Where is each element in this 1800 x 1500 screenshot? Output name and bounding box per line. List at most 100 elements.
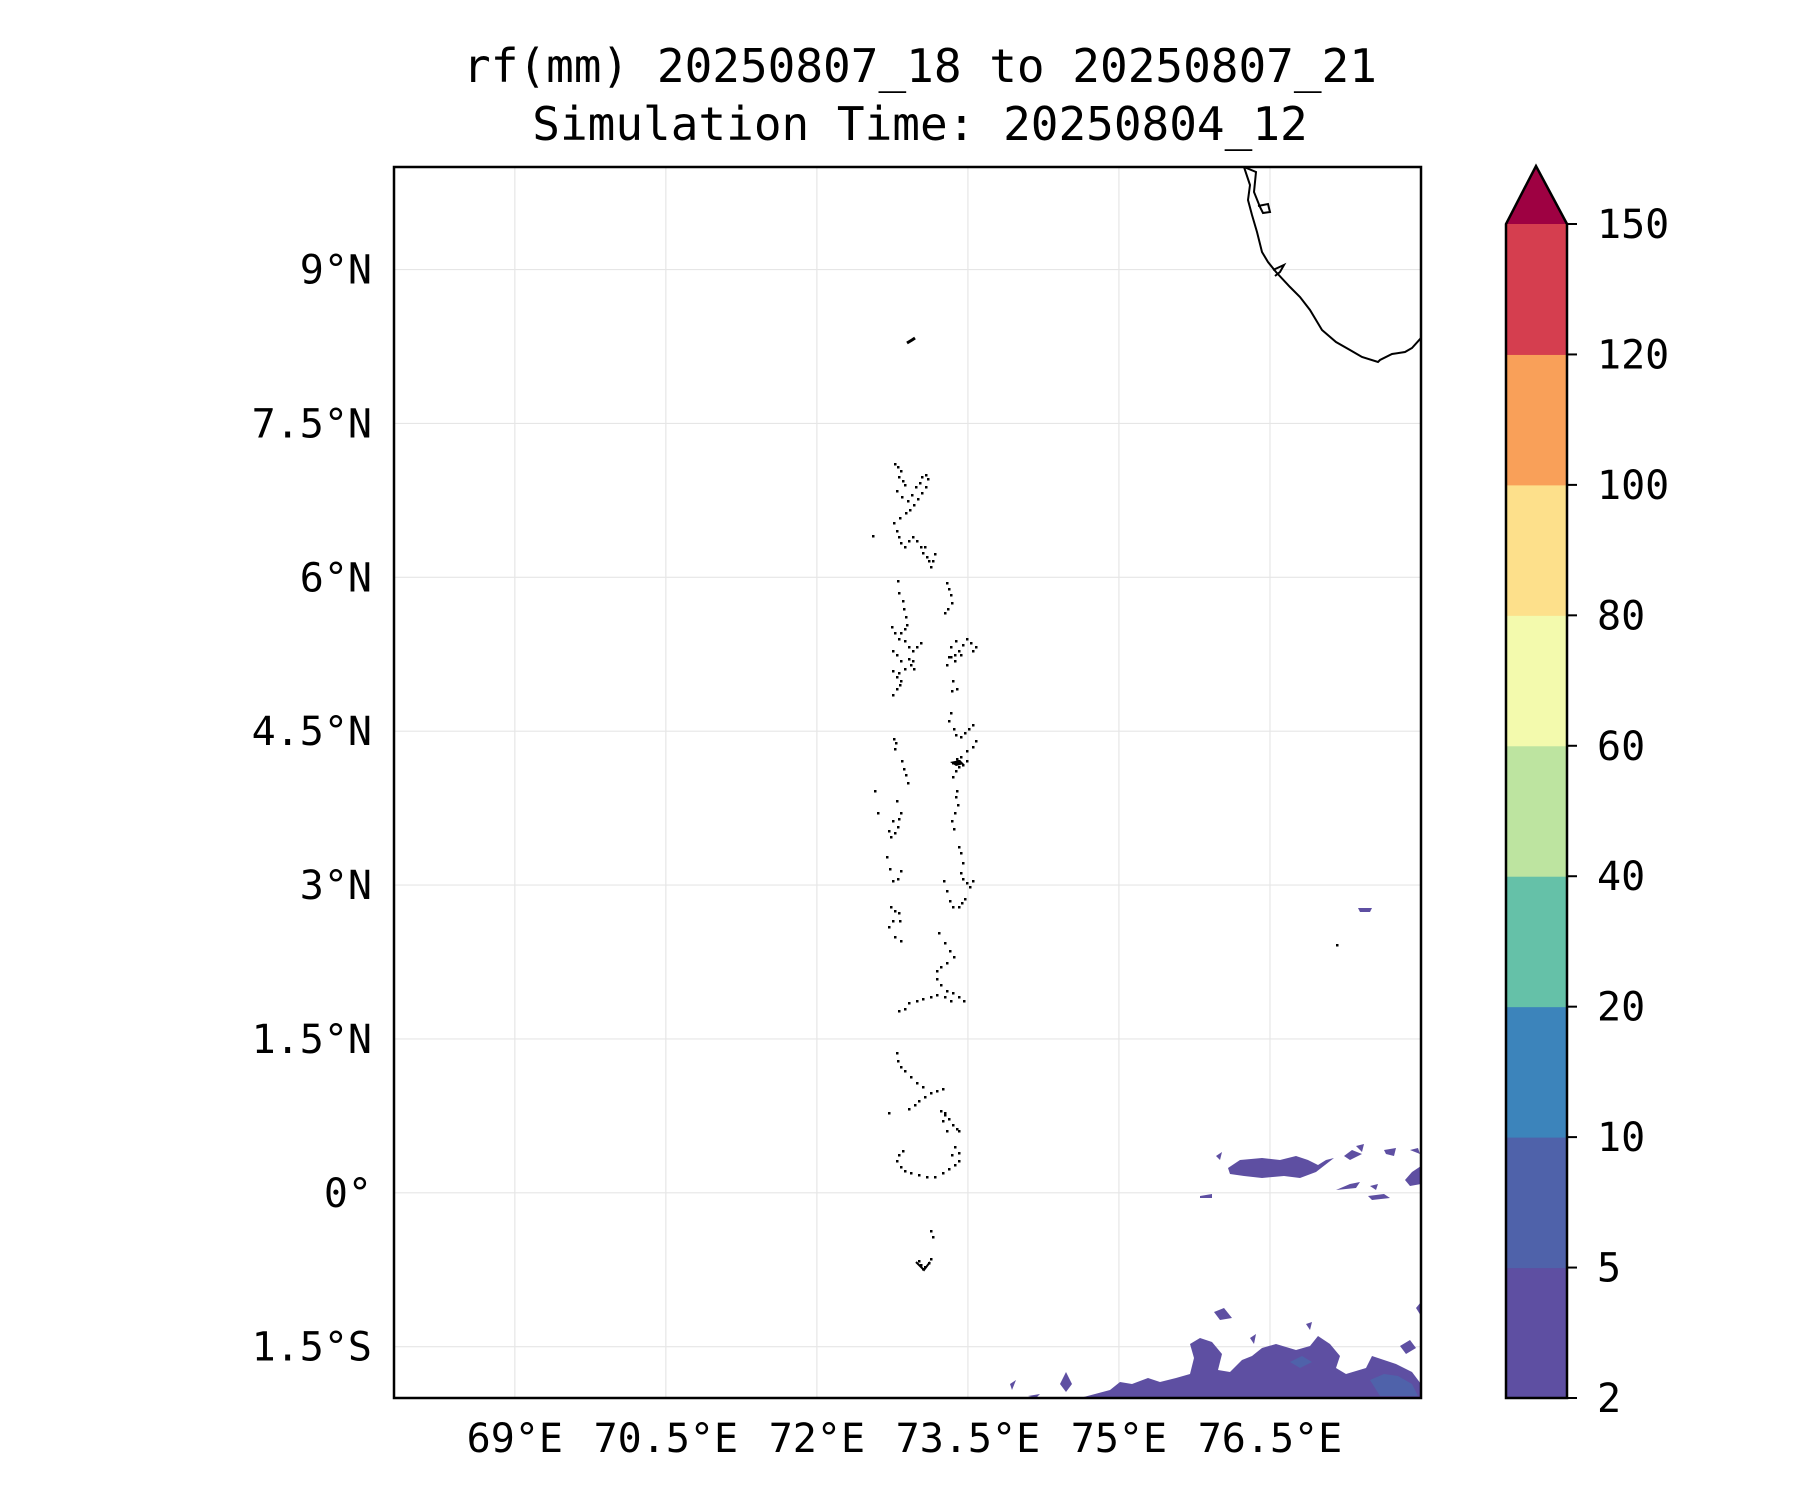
atoll-dot — [958, 650, 961, 653]
atoll-dot — [948, 1118, 951, 1121]
atoll-dot — [896, 1052, 899, 1055]
atoll-dot — [955, 770, 958, 773]
map-subtitle: Simulation Time: 20250804_12 — [532, 97, 1308, 151]
maldives-atolls — [872, 463, 1339, 1272]
atoll-dot — [893, 738, 896, 741]
atoll-dot — [908, 1108, 911, 1111]
atoll-dot — [944, 612, 947, 615]
atoll-dot — [886, 856, 889, 859]
atoll-dot — [897, 580, 900, 583]
colorbar-tick-label: 100 — [1597, 463, 1669, 509]
atoll-dot — [917, 498, 920, 501]
lon-tick-label: 76.5°E — [1198, 1416, 1343, 1462]
atoll-dot — [896, 1160, 899, 1163]
lat-tick-label: 1.5°N — [252, 1017, 372, 1063]
atoll-dot — [889, 868, 892, 871]
atoll-dot — [898, 912, 901, 915]
atoll-dot — [916, 1000, 919, 1003]
colorbar-tick-label: 150 — [1597, 202, 1669, 248]
atoll-dot — [943, 880, 946, 883]
colorbar-band — [1506, 484, 1567, 616]
atoll-dot — [954, 1164, 957, 1167]
map-title: rf(mm) 20250807_18 to 20250807_21 — [463, 39, 1377, 93]
atoll-dot — [930, 996, 933, 999]
atoll-dot — [916, 1082, 919, 1085]
colorbar-tick-label: 40 — [1597, 854, 1645, 900]
atoll-dot — [902, 480, 905, 483]
colorbar-outline — [1504, 163, 1569, 1400]
atoll-dot — [946, 582, 949, 585]
atoll-dot — [936, 994, 939, 997]
rain-patch-east-2 — [1216, 1152, 1222, 1160]
atoll-dot — [952, 906, 955, 909]
atoll-dot — [896, 800, 899, 803]
atoll-dot — [921, 492, 924, 495]
atoll-dot — [951, 820, 954, 823]
atoll-dot — [944, 996, 947, 999]
atoll-dot — [899, 920, 902, 923]
addu-atoll — [915, 1261, 931, 1272]
atoll-dot — [912, 660, 915, 663]
atoll-dot — [896, 676, 899, 679]
atoll-dot — [910, 1172, 913, 1175]
atoll-dot — [910, 664, 913, 667]
atoll-dot — [914, 1104, 917, 1107]
atoll-dot — [900, 1066, 903, 1069]
atoll-dot — [958, 906, 961, 909]
atoll-dot — [946, 990, 949, 993]
atoll-dot — [950, 594, 953, 597]
lat-tick-label: 7.5°N — [252, 401, 372, 447]
atoll-dot — [927, 478, 930, 481]
atoll-dot — [898, 672, 901, 675]
atoll-dot — [898, 476, 901, 479]
atoll-dot — [903, 608, 906, 611]
atoll-dot — [950, 712, 953, 715]
atoll-dot — [892, 670, 895, 673]
atoll-dot — [930, 1092, 933, 1095]
atoll-dot — [936, 970, 939, 973]
atoll-dot — [922, 552, 925, 555]
atoll-dot — [892, 920, 895, 923]
atoll-dot — [908, 540, 911, 543]
rain-patch-south-1 — [1214, 1308, 1232, 1320]
atoll-dot — [936, 978, 939, 981]
atoll-dot — [920, 1264, 923, 1267]
atoll-dot — [874, 790, 877, 793]
atoll-dot — [942, 1172, 945, 1175]
atoll-dot — [892, 820, 895, 823]
atoll-dot — [946, 890, 949, 893]
atoll-dot — [893, 522, 896, 525]
atoll-dot — [900, 470, 903, 473]
atoll-dot — [904, 1070, 907, 1073]
colorbar-band — [1506, 1137, 1567, 1269]
atoll-dot — [946, 962, 949, 965]
atoll-dot — [911, 494, 914, 497]
india-coastline — [1243, 167, 1421, 364]
colorbar-tick-label: 2 — [1597, 1376, 1621, 1422]
atoll-dot — [904, 546, 907, 549]
lon-tick-label: 72°E — [769, 1416, 865, 1462]
atoll-dot — [896, 688, 899, 691]
atoll-dot — [905, 512, 908, 515]
lon-tick-label: 75°E — [1071, 1416, 1167, 1462]
atoll-dot — [958, 1160, 961, 1163]
atoll-dot — [972, 746, 975, 749]
atoll-dot — [946, 664, 949, 667]
atoll-dot — [1336, 944, 1339, 947]
atoll-dot — [964, 898, 967, 901]
atoll-dot — [925, 486, 928, 489]
atoll-dot — [944, 1112, 947, 1115]
atoll-dot — [934, 553, 937, 556]
atoll-dot — [908, 1002, 911, 1005]
atoll-dot — [894, 748, 897, 751]
atoll-dot — [907, 782, 910, 785]
atoll-dot — [921, 476, 924, 479]
atoll-dot — [913, 668, 916, 671]
atoll-dot — [888, 1112, 891, 1115]
atoll-dot — [960, 872, 963, 875]
atoll-dot — [900, 680, 903, 683]
rain-patch-east-3 — [1336, 1182, 1360, 1190]
colorbar-band — [1506, 1006, 1567, 1138]
atoll-dot — [912, 650, 915, 653]
atoll-dot — [900, 632, 903, 635]
